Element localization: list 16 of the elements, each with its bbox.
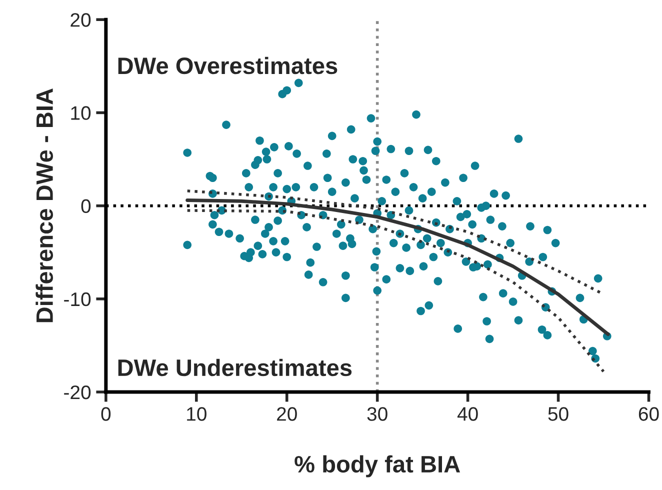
annotation: DWe Underestimates	[118, 358, 352, 376]
y-axis-title: Difference DWe - BIA	[36, 88, 54, 322]
y-tick-label: -20	[64, 385, 91, 400]
x-tick-label: 20	[277, 407, 297, 421]
x-tick-label: 60	[638, 407, 659, 421]
y-tick-label: 10	[71, 106, 91, 120]
y-tick-label: -10	[64, 292, 91, 306]
y-tick-label: 20	[70, 13, 91, 27]
x-tick-label: 10	[187, 407, 206, 421]
x-axis-title: % body fat BIA	[294, 455, 460, 478]
annotation: DWe Overestimates	[118, 56, 338, 74]
x-tick-label: 40	[457, 407, 478, 421]
y-tick-label: 0	[81, 199, 91, 214]
x-tick-label: 0	[101, 407, 111, 421]
x-tick-label: 30	[367, 407, 388, 421]
x-tick-label: 50	[548, 407, 568, 421]
